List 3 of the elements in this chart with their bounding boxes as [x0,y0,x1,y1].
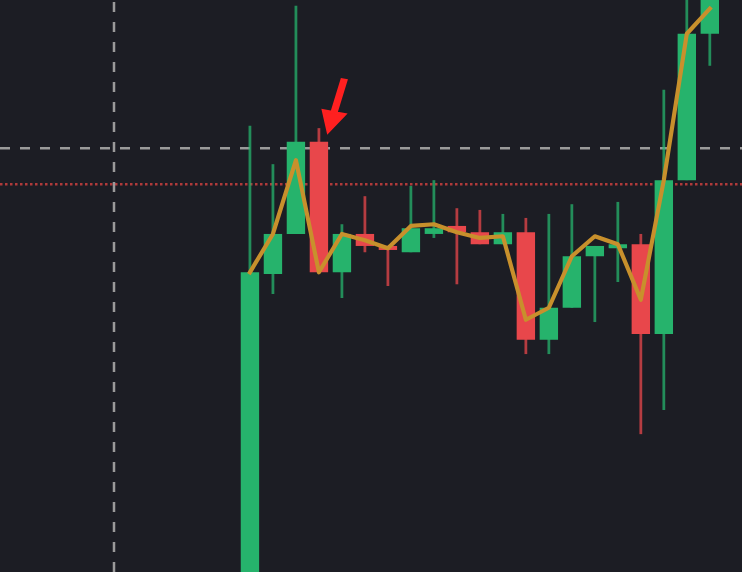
candlestick [585,244,605,324]
candlestick [539,212,559,356]
candlestick [424,178,444,240]
